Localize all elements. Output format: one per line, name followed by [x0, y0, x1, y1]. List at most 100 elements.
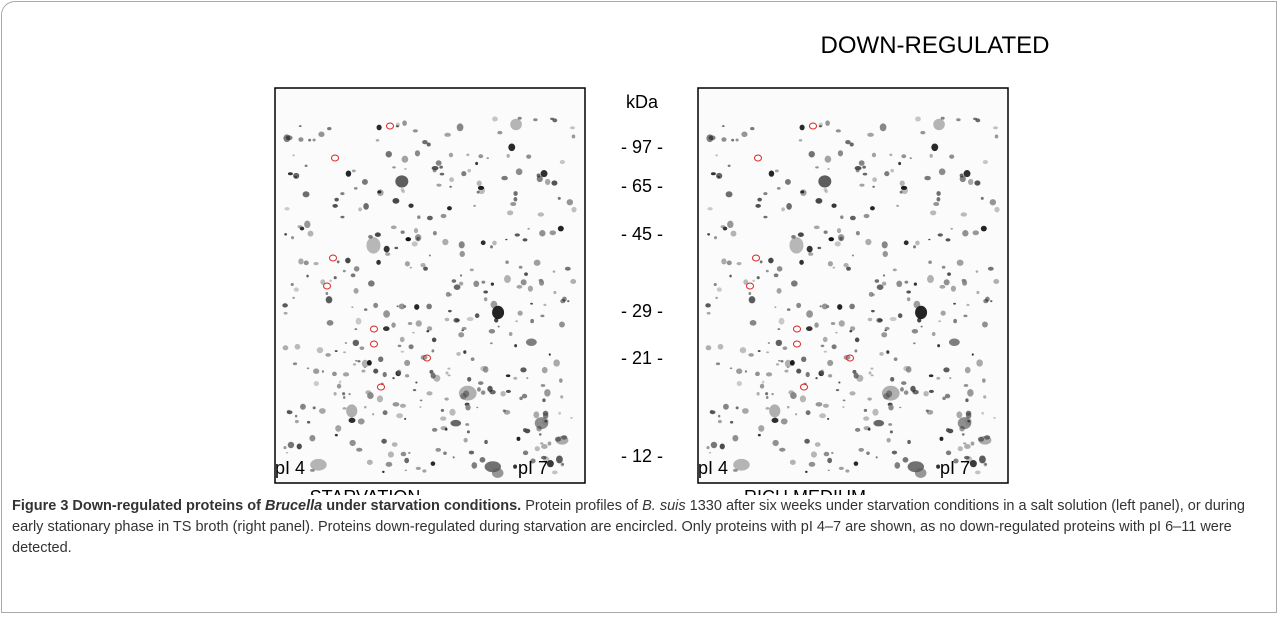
gel-spot [752, 279, 756, 283]
gel-spot [956, 259, 964, 266]
gel-spot [456, 352, 461, 356]
gel-spot [548, 353, 551, 356]
gel-spot [547, 441, 552, 446]
text: 1330 after six weeks under starvation co… [12, 498, 1245, 556]
gel-spot [422, 469, 427, 473]
gel-spot [336, 383, 342, 389]
text: Protein profiles of [521, 498, 643, 514]
gel-spot [842, 399, 846, 402]
panel-label: STARVATION [310, 487, 421, 495]
gel-spot [903, 390, 909, 395]
gel-spot [510, 118, 522, 131]
gel-spot [886, 350, 890, 354]
gel-spot [533, 118, 538, 122]
gel-spot [526, 377, 529, 379]
gel-spot [962, 230, 969, 237]
gel-spot [715, 296, 718, 299]
gel-spot [312, 406, 316, 410]
gel-spot [947, 272, 951, 276]
gel-spot [863, 213, 870, 219]
gel-spot [727, 164, 731, 167]
gel-spot [363, 308, 368, 311]
gel-spot [482, 366, 489, 373]
gel-spot [891, 450, 898, 455]
gel-spot [466, 430, 470, 434]
gel-spot [787, 405, 790, 409]
gel-spot [739, 347, 747, 354]
gel-spot [544, 178, 551, 186]
gel-spot [928, 238, 931, 241]
gel-spot [884, 171, 890, 177]
gel-spot [963, 170, 971, 178]
gel-spot [416, 236, 420, 241]
gel-spot [433, 374, 441, 382]
gel-spot [291, 236, 295, 240]
gel-spot [799, 124, 805, 131]
gel-spot [439, 165, 443, 169]
gel-spot [961, 433, 965, 436]
gel-spot [853, 372, 859, 379]
gel-spot [500, 391, 506, 397]
gel-spot [731, 138, 735, 142]
gel-spot [365, 390, 372, 395]
gel-spot [557, 196, 561, 200]
gel-spot [976, 359, 983, 367]
gel-spot [397, 344, 402, 348]
gel-spot [959, 175, 966, 183]
gel-spot [854, 165, 862, 171]
gel-spot [412, 129, 418, 133]
gel-spot [345, 257, 351, 264]
gel-spot [827, 374, 833, 378]
figure: DOWN-REGULATED kDa - 97 - - 65 - - 45 - … [274, 32, 1049, 495]
gel-spot [541, 366, 548, 374]
gel-spot [402, 120, 407, 126]
gel-spot [445, 371, 449, 375]
gel-spot [542, 398, 546, 403]
gel-spot [385, 252, 391, 256]
gel-spot [392, 376, 395, 380]
gel-spot [744, 370, 748, 373]
gel-spot [788, 390, 795, 395]
gel-spot [765, 269, 769, 273]
gel-spot [717, 414, 721, 418]
gel-spot [494, 317, 499, 323]
gel-spot [353, 187, 358, 190]
gel-spot [567, 300, 570, 303]
gel-spot [466, 316, 474, 322]
gel-spot [980, 225, 987, 232]
gel-spot [898, 161, 902, 166]
gel-spot [522, 450, 529, 456]
gel-spot [284, 207, 290, 211]
gel-spot [401, 189, 406, 194]
gel-spot [956, 411, 963, 419]
gel-spot [431, 427, 438, 432]
gel-spot [938, 320, 941, 323]
gel-spot [920, 130, 926, 135]
gel-spot [870, 367, 874, 370]
gel-spot [436, 183, 442, 187]
gel-spot [510, 202, 517, 207]
gel-spot [736, 261, 742, 266]
gel-spot [927, 275, 934, 284]
gel-spot [858, 447, 865, 452]
gel-spot [784, 359, 792, 368]
gel-spot [430, 461, 436, 466]
gel-spot [372, 413, 375, 416]
gel-spot [715, 362, 721, 366]
gel-spot [549, 230, 556, 236]
gel-spot [796, 302, 802, 308]
gel-spot [975, 470, 981, 475]
gel-spot [394, 246, 399, 250]
gel-spot [716, 287, 722, 292]
gel-spot [479, 457, 486, 463]
gel-spot [321, 370, 325, 373]
gel-spot [892, 268, 897, 272]
gel-spot [286, 410, 293, 415]
gel-spot [552, 270, 556, 273]
gel-spot [368, 235, 373, 239]
gel-spot [401, 155, 409, 163]
gel-spots [705, 116, 1000, 479]
gel-spot [776, 266, 783, 272]
gel-spot [459, 250, 465, 258]
gel-spot [492, 116, 498, 122]
